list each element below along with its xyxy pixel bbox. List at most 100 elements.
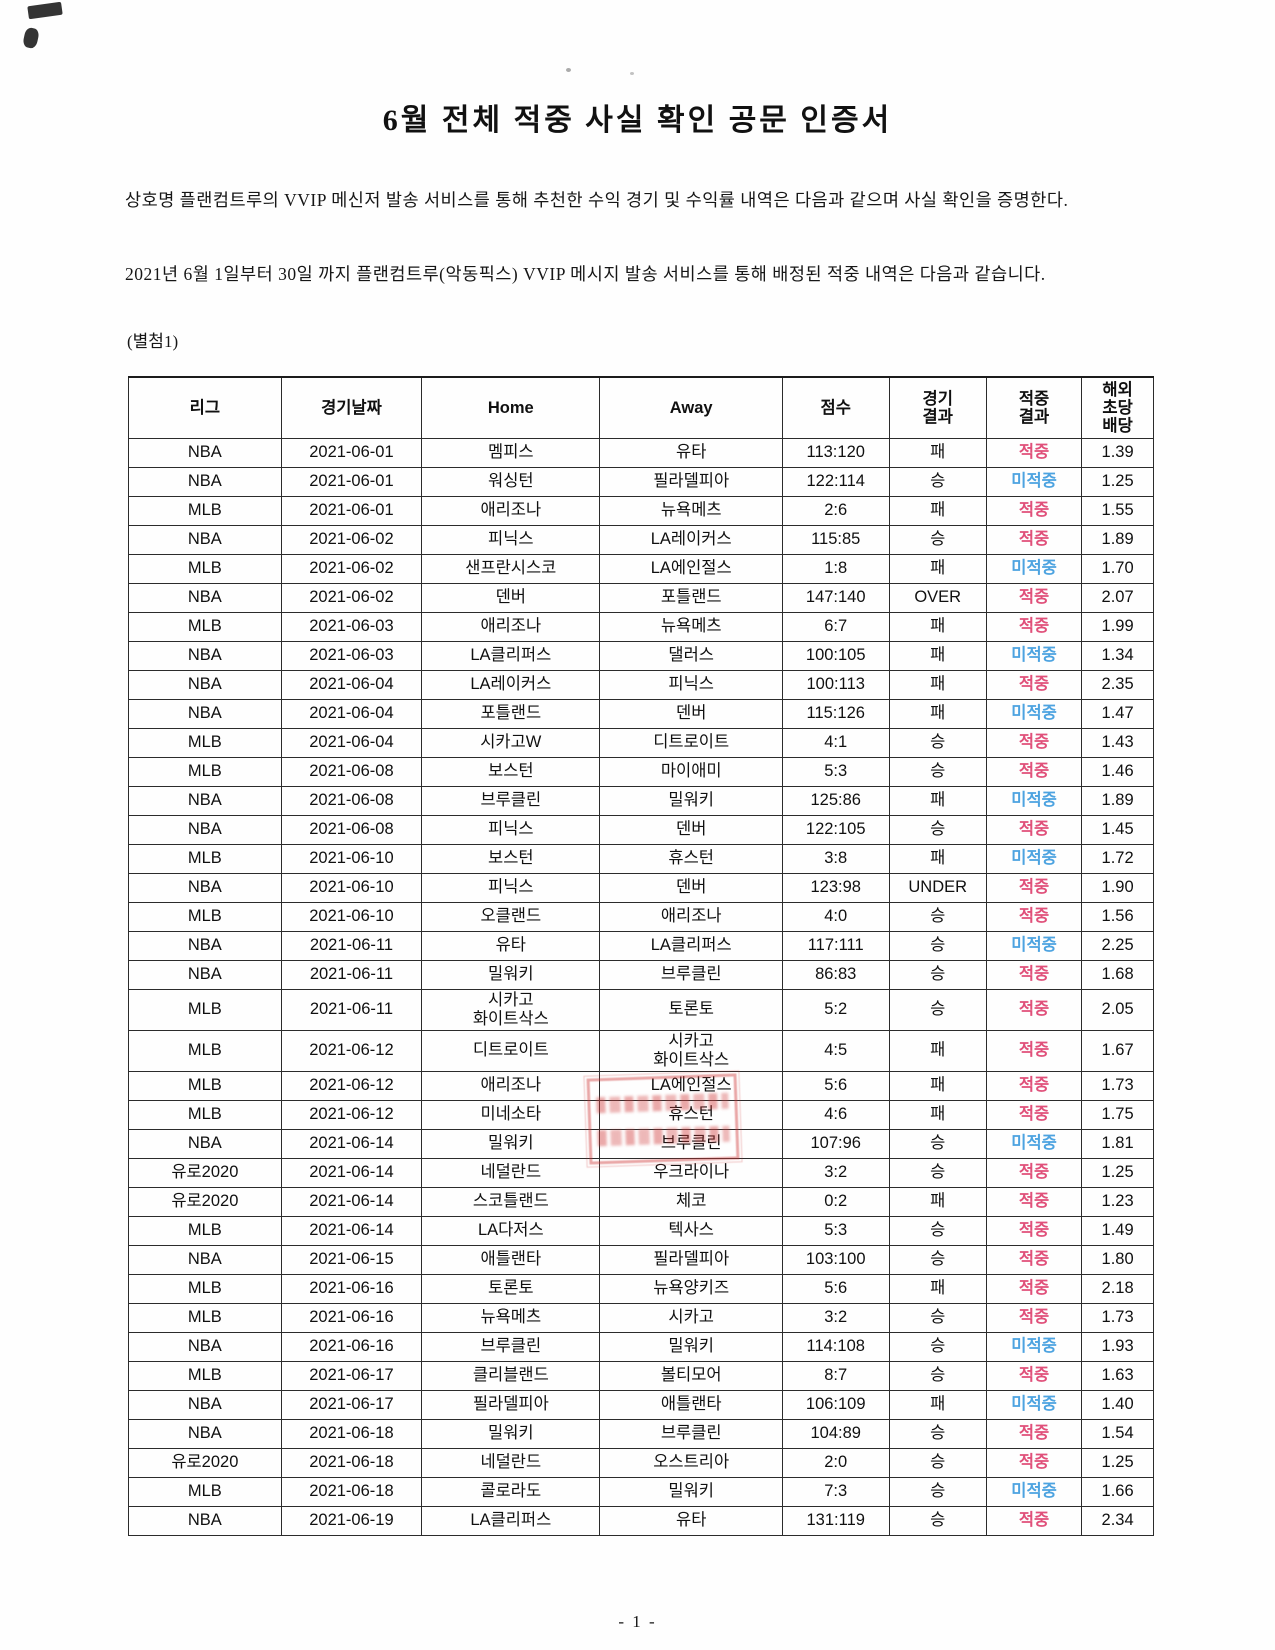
league-cell: MLB — [128, 1273, 282, 1304]
table-row: 유로2020 2021-06-14 스코틀랜드 체코 0:2 패 적중 1.23 — [128, 1186, 1154, 1217]
hit-result-cell: 적중 — [985, 1273, 1083, 1304]
match-result-cell: 패 — [888, 437, 987, 468]
league-cell: NBA — [128, 785, 282, 816]
home-team-cell: LA레이커스 — [421, 669, 601, 700]
score-cell: 4:1 — [781, 727, 890, 758]
away-team-cell: LA에인절스 — [599, 1070, 783, 1101]
away-team-cell: 유타 — [599, 1505, 783, 1536]
match-date-cell: 2021-06-08 — [280, 756, 423, 787]
home-team-cell: 오클랜드 — [421, 901, 601, 932]
odds-cell: 1.55 — [1081, 495, 1154, 526]
hit-result-cell: 미적중 — [985, 1331, 1083, 1362]
match-result-cell: 승 — [888, 524, 987, 555]
match-date-cell: 2021-06-12 — [280, 1029, 423, 1072]
hit-result-cell: 적중 — [985, 1186, 1083, 1217]
league-cell: NBA — [128, 1418, 282, 1449]
table-row: NBA 2021-06-02 덴버 포틀랜드 147:140 OVER 적중 2… — [128, 582, 1154, 613]
away-team-cell: 댈러스 — [599, 640, 783, 671]
attachment-label: (별첨1) — [127, 331, 179, 351]
league-cell: MLB — [128, 1302, 282, 1333]
match-date-cell: 2021-06-08 — [280, 785, 423, 816]
league-cell: NBA — [128, 524, 282, 555]
away-team-cell: 브루클린 — [599, 1128, 783, 1159]
odds-cell: 1.63 — [1081, 1360, 1154, 1391]
match-date-cell: 2021-06-14 — [280, 1157, 423, 1188]
score-cell: 3:8 — [781, 843, 890, 874]
away-team-cell: 디트로이트 — [599, 727, 783, 758]
odds-cell: 1.46 — [1081, 756, 1154, 787]
league-cell: MLB — [128, 1029, 282, 1072]
league-cell: MLB — [128, 495, 282, 526]
table-row: NBA 2021-06-03 LA클리퍼스 댈러스 100:105 패 미적중 … — [128, 640, 1154, 671]
table-row: NBA 2021-06-15 애틀랜타 필라델피아 103:100 승 적중 1… — [128, 1244, 1154, 1275]
odds-cell: 1.40 — [1081, 1389, 1154, 1420]
hit-result-cell: 적중 — [985, 669, 1083, 700]
league-cell: NBA — [128, 437, 282, 468]
match-result-cell: 패 — [888, 669, 987, 700]
home-team-cell: 피닉스 — [421, 872, 601, 903]
hit-result-cell: 적중 — [985, 901, 1083, 932]
score-cell: 106:109 — [781, 1389, 890, 1420]
table-row: MLB 2021-06-04 시카고W 디트로이트 4:1 승 적중 1.43 — [128, 727, 1154, 758]
home-team-cell: 미네소타 — [421, 1099, 601, 1130]
home-team-cell: 스코틀랜드 — [421, 1186, 601, 1217]
match-date-cell: 2021-06-02 — [280, 582, 423, 613]
league-cell: MLB — [128, 1070, 282, 1101]
away-team-cell: 덴버 — [599, 814, 783, 845]
home-team-cell: 필라델피아 — [421, 1389, 601, 1420]
match-result-cell: 승 — [888, 988, 987, 1031]
match-date-cell: 2021-06-02 — [280, 524, 423, 555]
match-date-cell: 2021-06-11 — [280, 988, 423, 1031]
table-row: NBA 2021-06-11 유타 LA클리퍼스 117:111 승 미적중 2… — [128, 930, 1154, 961]
score-cell: 1:8 — [781, 553, 890, 584]
odds-cell: 1.75 — [1081, 1099, 1154, 1130]
match-result-cell: 승 — [888, 1215, 987, 1246]
table-row: MLB 2021-06-17 클리블랜드 볼티모어 8:7 승 적중 1.63 — [128, 1360, 1154, 1391]
match-result-cell: UNDER — [888, 872, 987, 903]
away-team-cell: 애리조나 — [599, 901, 783, 932]
hit-result-cell: 적중 — [985, 1215, 1083, 1246]
home-team-cell: LA클리퍼스 — [421, 1505, 601, 1536]
odds-cell: 1.25 — [1081, 1157, 1154, 1188]
score-cell: 104:89 — [781, 1418, 890, 1449]
scan-artifact — [27, 1, 63, 20]
hit-result-cell: 미적중 — [985, 553, 1083, 584]
league-cell: NBA — [128, 1244, 282, 1275]
hit-result-cell: 적중 — [985, 814, 1083, 845]
match-date-cell: 2021-06-04 — [280, 727, 423, 758]
away-team-cell: 뉴욕메츠 — [599, 611, 783, 642]
league-cell: NBA — [128, 959, 282, 990]
table-row: NBA 2021-06-19 LA클리퍼스 유타 131:119 승 적중 2.… — [128, 1505, 1154, 1536]
match-date-cell: 2021-06-01 — [280, 466, 423, 497]
table-row: NBA 2021-06-01 워싱턴 필라델피아 122:114 승 미적중 1… — [128, 466, 1154, 497]
match-date-cell: 2021-06-14 — [280, 1215, 423, 1246]
match-result-cell: 승 — [888, 1157, 987, 1188]
match-date-cell: 2021-06-17 — [280, 1360, 423, 1391]
odds-cell: 1.70 — [1081, 553, 1154, 584]
away-team-cell: 볼티모어 — [599, 1360, 783, 1391]
table-row: MLB 2021-06-10 오클랜드 애리조나 4:0 승 적중 1.56 — [128, 901, 1154, 932]
table-row: MLB 2021-06-03 애리조나 뉴욕메츠 6:7 패 적중 1.99 — [128, 611, 1154, 642]
scan-artifact — [566, 68, 571, 72]
hit-result-cell: 적중 — [985, 495, 1083, 526]
home-team-cell: 애리조나 — [421, 1070, 601, 1101]
match-result-cell: 패 — [888, 1099, 987, 1130]
score-cell: 2:6 — [781, 495, 890, 526]
hit-result-cell: 적중 — [985, 582, 1083, 613]
table-row: NBA 2021-06-11 밀워키 브루클린 86:83 승 적중 1.68 — [128, 959, 1154, 990]
home-team-cell: 애리조나 — [421, 495, 601, 526]
hit-result-cell: 적중 — [985, 1505, 1083, 1536]
table-row: MLB 2021-06-12 디트로이트 시카고 화이트삭스 4:5 패 적중 … — [128, 1029, 1154, 1072]
away-team-cell: 우크라이나 — [599, 1157, 783, 1188]
match-result-cell: 패 — [888, 495, 987, 526]
match-result-cell: 승 — [888, 1476, 987, 1507]
score-cell: 2:0 — [781, 1447, 890, 1478]
score-cell: 114:108 — [781, 1331, 890, 1362]
match-result-cell: 승 — [888, 901, 987, 932]
hit-result-cell: 미적중 — [985, 1389, 1083, 1420]
odds-cell: 1.73 — [1081, 1302, 1154, 1333]
match-result-cell: 승 — [888, 1447, 987, 1478]
away-team-cell: 뉴욕메츠 — [599, 495, 783, 526]
column-header: Away — [599, 375, 783, 439]
match-result-cell: 승 — [888, 959, 987, 990]
